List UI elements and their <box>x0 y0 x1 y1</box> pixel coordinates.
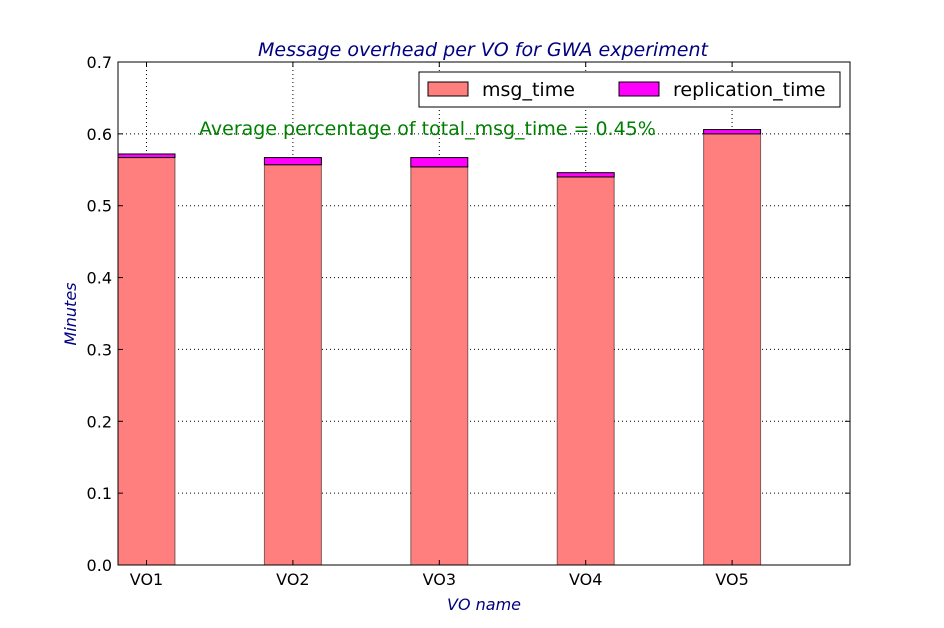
ticks: 0.0 0.1 0.2 0.3 0.4 0.5 0.6 0.7 VO1 VO2 VO3 VO4 VO5 <box>87 53 850 589</box>
y-tick-label: 0.2 <box>87 412 112 431</box>
legend-label: msg_time <box>482 79 575 101</box>
bar-msg-time <box>556 176 615 566</box>
bar-msg-time <box>117 157 176 566</box>
y-tick-label: 0.5 <box>87 197 112 216</box>
y-tick-label: 0.1 <box>87 484 112 503</box>
bar-replication-time <box>410 157 469 168</box>
x-tick-label: VO5 <box>715 570 748 589</box>
y-axis-title: Minutes <box>61 283 80 346</box>
bar-replication-time <box>117 153 176 159</box>
legend: msg_time replication_time <box>418 71 841 108</box>
x-tick-label: VO4 <box>569 570 602 589</box>
chart-title: Message overhead per VO for GWA experime… <box>258 39 710 61</box>
bar-msg-time <box>410 166 469 566</box>
bar-replication-time <box>703 129 762 135</box>
x-tick-label: VO1 <box>130 570 163 589</box>
bars <box>117 129 762 566</box>
x-tick-label: VO2 <box>276 570 309 589</box>
y-tick-label: 0.0 <box>87 556 112 575</box>
bar-msg-time <box>263 164 322 566</box>
y-tick-label: 0.3 <box>87 340 112 359</box>
y-tick-label: 0.7 <box>87 53 112 72</box>
y-tick-label: 0.4 <box>87 269 112 288</box>
bar-replication-time <box>263 157 322 166</box>
chart-annotation: Average percentage of total_msg_time = 0… <box>199 118 656 140</box>
plot-area-frame <box>117 61 851 566</box>
legend-swatch <box>618 81 660 97</box>
bar-msg-time <box>703 133 762 566</box>
x-axis-title: VO name <box>447 595 521 614</box>
legend-label: replication_time <box>673 79 826 101</box>
y-tick-label: 0.6 <box>87 125 112 144</box>
x-tick-label: VO3 <box>423 570 456 589</box>
bar-replication-time <box>556 172 615 178</box>
legend-swatch <box>427 81 469 97</box>
